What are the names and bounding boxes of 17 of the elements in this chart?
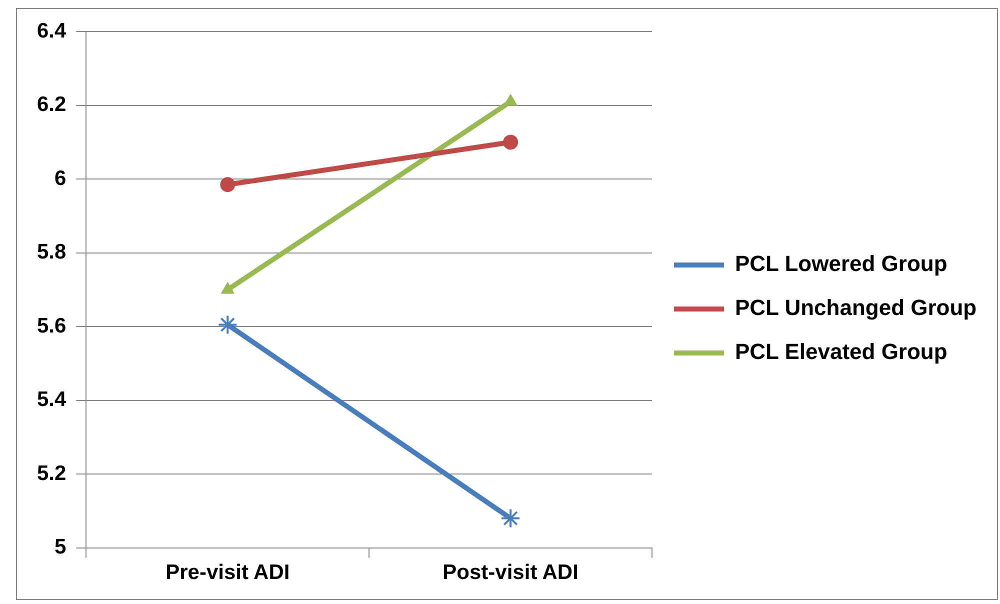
point bbox=[218, 314, 238, 335]
y-tick-label: 5.2 bbox=[36, 462, 66, 485]
y-tick-label: 5.6 bbox=[36, 314, 66, 338]
point bbox=[503, 134, 518, 150]
legend-label: PCL Lowered Group bbox=[735, 251, 948, 276]
x-tick-label: Pre-visit ADI bbox=[166, 561, 290, 584]
y-tick-label: 5.4 bbox=[36, 388, 67, 412]
y-tick-label: 5.8 bbox=[36, 240, 67, 264]
x-tick-label: Post-visit ADI bbox=[442, 561, 578, 584]
y-tick-label: 5 bbox=[54, 536, 67, 559]
y-tick-label: 6.4 bbox=[36, 19, 67, 42]
y-tick-label: 6 bbox=[54, 166, 66, 190]
point bbox=[500, 508, 521, 528]
legend-label: PCL Unchanged Group bbox=[735, 295, 977, 320]
y-tick-label: 6.2 bbox=[36, 93, 66, 116]
point bbox=[220, 177, 236, 192]
legend-label: PCL Elevated Group bbox=[735, 339, 948, 364]
